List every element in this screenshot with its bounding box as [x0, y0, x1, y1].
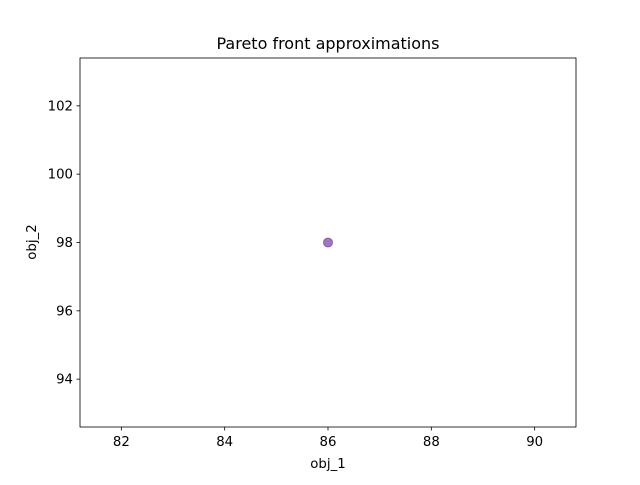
- x-tick-label: 84: [216, 435, 233, 450]
- x-tick-label: 90: [526, 435, 543, 450]
- chart-title: Pareto front approximations: [216, 34, 439, 53]
- x-tick-label: 88: [423, 435, 440, 450]
- scatter-points: [323, 237, 333, 248]
- y-tick-label: 102: [48, 99, 73, 114]
- y-tick-label: 100: [48, 168, 73, 183]
- plot-frame: [79, 57, 577, 428]
- y-axis-ticks: 94 96 98 100 102: [48, 99, 80, 388]
- x-axis-label: obj_1: [310, 457, 345, 472]
- x-axis-ticks: 82 84 86 88 90: [113, 427, 543, 450]
- y-tick-label: 96: [56, 304, 73, 319]
- scatter-point: [323, 237, 333, 248]
- x-tick-label: 82: [113, 435, 130, 450]
- x-tick-label: 86: [320, 435, 337, 450]
- y-tick-label: 94: [56, 373, 73, 388]
- y-axis-label: obj_2: [25, 224, 40, 259]
- y-tick-label: 98: [56, 236, 73, 251]
